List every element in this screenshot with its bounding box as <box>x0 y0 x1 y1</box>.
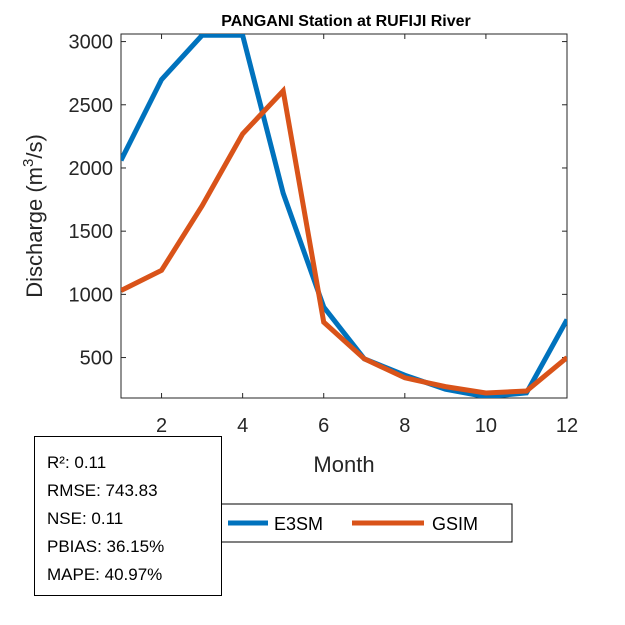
stat-pbias: PBIAS: 36.15% <box>47 537 165 556</box>
legend-label-gsim: GSIM <box>432 514 478 534</box>
legend-label-e3sm: E3SM <box>274 514 323 534</box>
x-tick-label: 4 <box>237 415 248 437</box>
y-tick-label: 500 <box>80 348 113 370</box>
y-tick-label: 2500 <box>69 95 114 117</box>
x-axis: 2 4 6 8 10 12 <box>156 34 578 437</box>
series-layer <box>121 34 567 398</box>
y-tick-label: 1500 <box>69 221 114 243</box>
stats-box: R²: 0.11 RMSE: 743.83 NSE: 0.11 PBIAS: 3… <box>34 436 222 596</box>
x-tick-label: 8 <box>399 415 410 437</box>
y-tick-label: 2000 <box>69 158 114 180</box>
y-axis: 500 1000 1500 2000 2500 3000 <box>69 32 567 370</box>
legend: E3SM GSIM <box>215 503 513 543</box>
stat-nse: NSE: 0.11 <box>47 509 124 528</box>
series-line-gsim <box>121 85 567 396</box>
chart-title: PANGANI Station at RUFIJI River <box>221 13 471 30</box>
stat-mape: MAPE: 40.97% <box>47 565 163 584</box>
y-tick-label: 3000 <box>69 32 114 54</box>
y-label-prefix: Discharge (m <box>22 167 47 298</box>
x-axis-label: Month <box>313 452 374 477</box>
x-tick-label: 12 <box>556 415 578 437</box>
stat-r2: R²: 0.11 <box>47 453 107 472</box>
x-tick-label: 10 <box>475 415 497 437</box>
y-axis-label: Discharge (m3/s) <box>20 134 47 298</box>
y-label-superscript: 3 <box>20 159 37 167</box>
series-line-e3sm <box>121 34 567 398</box>
y-tick-label: 1000 <box>69 284 114 306</box>
stat-rmse: RMSE: 743.83 <box>47 481 158 500</box>
x-tick-label: 6 <box>318 415 329 437</box>
x-tick-label: 2 <box>156 415 167 437</box>
y-label-suffix: /s) <box>22 134 47 158</box>
